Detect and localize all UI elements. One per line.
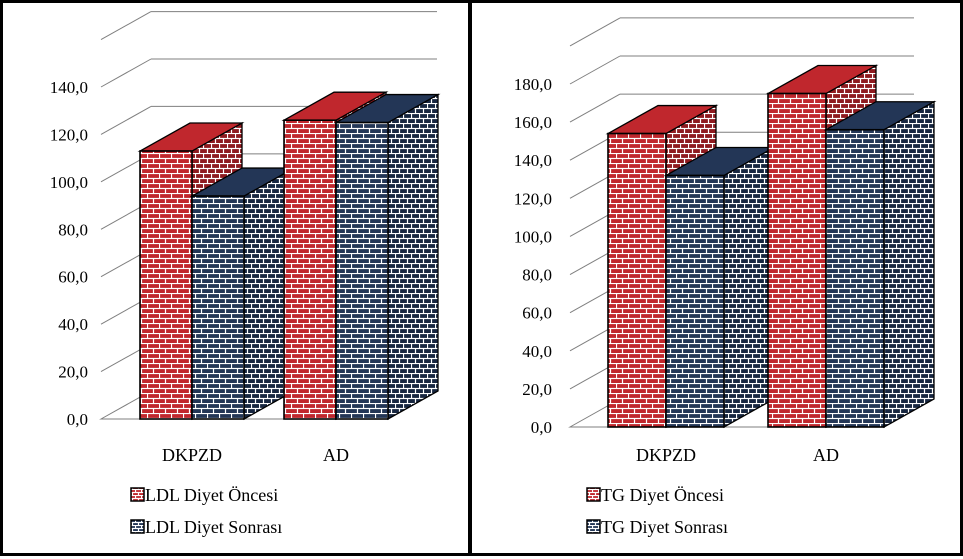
y-tick-label: 0,0	[67, 410, 88, 429]
wall-diagonal	[569, 55, 621, 85]
ldl-chart-panel: 0,0 20,0 40,0 60,0 80,0 100,0 120,0 140,0 DKPZD A…	[0, 0, 470, 556]
y-tick-label: 60,0	[522, 304, 552, 323]
tg-chart: 0,0 20,0 40,0 60,0 80,0 100,0 120,0 140,0 160,0 1…	[514, 17, 937, 537]
x-category-label: DKPZD	[636, 445, 696, 465]
legend-swatch	[130, 487, 145, 502]
y-tick-label: 100,0	[514, 227, 552, 246]
y-tick-label: 0,0	[531, 418, 552, 437]
bar-front-face	[139, 150, 193, 420]
legend-swatch	[586, 487, 601, 502]
bar-side-face	[883, 100, 935, 429]
legend-label: TG Diyet Öncesi	[601, 485, 724, 505]
bar-tg-diyet-sonrasi-ad	[823, 100, 937, 429]
legend-item-ldl-diyet-oncesi: LDL Diyet Öncesi	[130, 485, 278, 505]
y-tick-label: 140,0	[514, 151, 552, 170]
legend-swatch	[130, 519, 145, 534]
y-tick-label: 100,0	[50, 173, 88, 192]
y-tick-label: 80,0	[58, 220, 88, 239]
bar-side-face	[387, 93, 439, 421]
y-tick-label: 20,0	[58, 363, 88, 382]
wall-diagonal	[100, 11, 152, 41]
legend-label: LDL Diyet Öncesi	[145, 485, 278, 505]
legend-swatch	[586, 519, 601, 534]
y-tick-label: 40,0	[522, 342, 552, 361]
legend-item-tg-diyet-oncesi: TG Diyet Öncesi	[586, 485, 724, 505]
y-tick-label: 120,0	[50, 125, 88, 144]
bar-tg-diyet-sonrasi-dkpzd	[663, 146, 777, 429]
wall-diagonal	[100, 58, 152, 88]
bar-front-face	[767, 92, 827, 428]
x-category-label: AD	[813, 445, 839, 465]
bar-front-face	[191, 195, 245, 420]
wall-diagonal	[569, 93, 621, 123]
y-tick-label: 160,0	[514, 113, 552, 132]
y-tick-label: 80,0	[522, 266, 552, 285]
bar-front-face	[607, 132, 667, 428]
y-tick-label: 140,0	[50, 78, 88, 97]
bar-front-face	[665, 174, 725, 428]
y-tick-label: 120,0	[514, 189, 552, 208]
wall-diagonal	[569, 17, 621, 47]
legend-item-tg-diyet-sonrasi: TG Diyet Sonrası	[586, 517, 728, 537]
x-category-label: DKPZD	[162, 445, 222, 465]
ldl-chart: 0,0 20,0 40,0 60,0 80,0 100,0 120,0 140,0 DKPZD A…	[50, 11, 441, 537]
legend-label: LDL Diyet Sonrası	[145, 517, 282, 537]
bar-front-face	[283, 119, 337, 420]
legend-item-ldl-diyet-sonrasi: LDL Diyet Sonrası	[130, 517, 282, 537]
legend-label: TG Diyet Sonrası	[601, 517, 728, 537]
y-tick-label: 20,0	[522, 380, 552, 399]
tg-chart-panel: 0,0 20,0 40,0 60,0 80,0 100,0 120,0 140,0 160,0 1…	[470, 0, 963, 556]
bar-front-face	[825, 128, 885, 428]
wall-diagonal	[100, 105, 152, 135]
x-category-label: AD	[323, 445, 349, 465]
y-tick-label: 60,0	[58, 268, 88, 287]
bar-ldl-diyet-sonrasi-ad	[333, 93, 441, 421]
bar-front-face	[335, 121, 389, 420]
bar-side-face	[723, 146, 775, 429]
y-tick-label: 180,0	[514, 75, 552, 94]
bar-ldl-diyet-sonrasi-dkpzd	[189, 166, 297, 421]
y-tick-label: 40,0	[58, 315, 88, 334]
